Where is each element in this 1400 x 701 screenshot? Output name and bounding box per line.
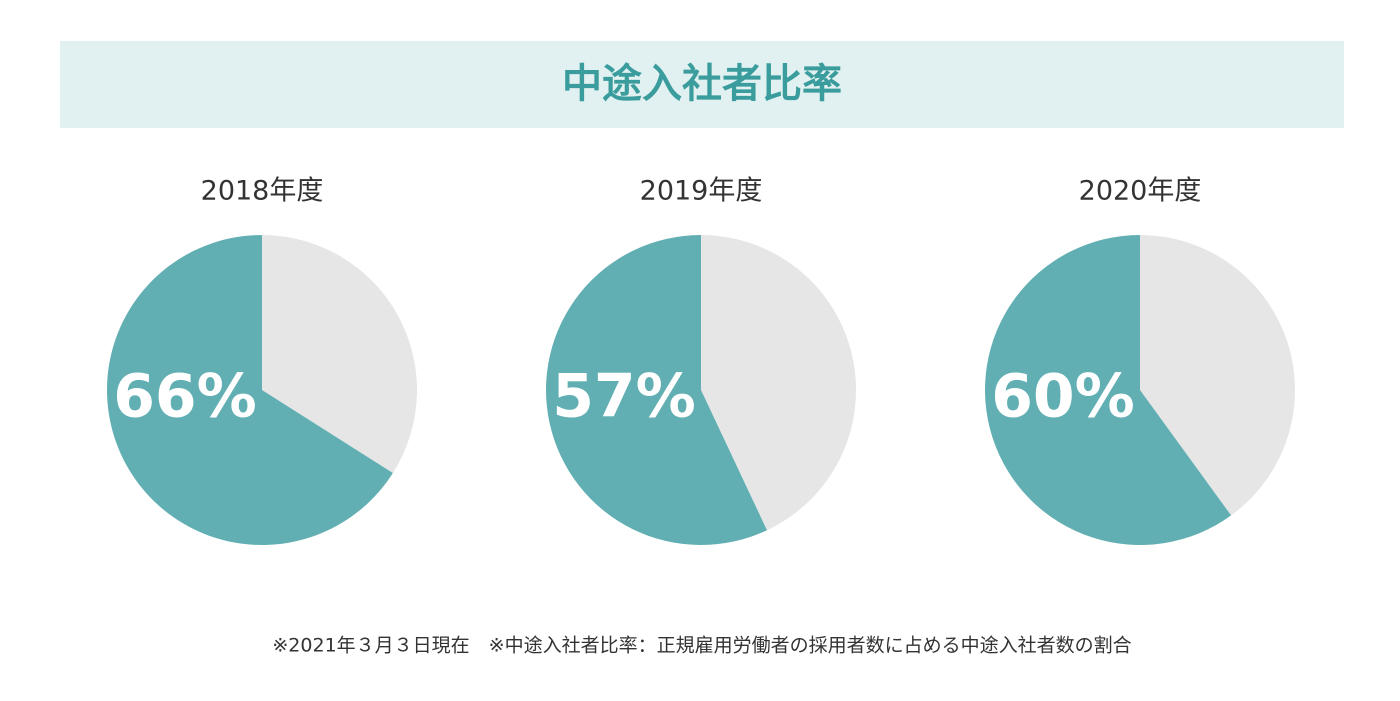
pie-slice bbox=[701, 235, 856, 531]
title: 中途入社者比率 bbox=[562, 61, 842, 107]
title-banner bbox=[60, 41, 1344, 128]
value-label: 57% bbox=[552, 362, 696, 432]
value-label: 60% bbox=[991, 362, 1135, 432]
footnote: ※2021年３月３日現在 ※中途入社者比率：正規雇用労働者の採用者数に占める中途… bbox=[272, 635, 1131, 657]
pie-title: 2020年度 bbox=[1079, 176, 1202, 207]
pie-title: 2018年度 bbox=[201, 176, 324, 207]
pie-title: 2019年度 bbox=[640, 176, 763, 207]
pie-slice bbox=[1140, 235, 1295, 516]
pie-slice bbox=[545, 235, 767, 546]
pie-slice bbox=[262, 235, 417, 474]
value-label: 66% bbox=[113, 362, 257, 432]
pie-slice bbox=[106, 235, 393, 546]
pie-slice bbox=[984, 235, 1232, 546]
